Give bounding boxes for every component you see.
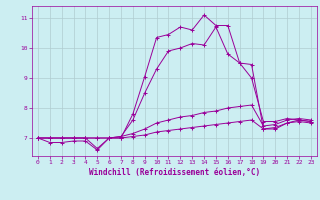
X-axis label: Windchill (Refroidissement éolien,°C): Windchill (Refroidissement éolien,°C) <box>89 168 260 177</box>
